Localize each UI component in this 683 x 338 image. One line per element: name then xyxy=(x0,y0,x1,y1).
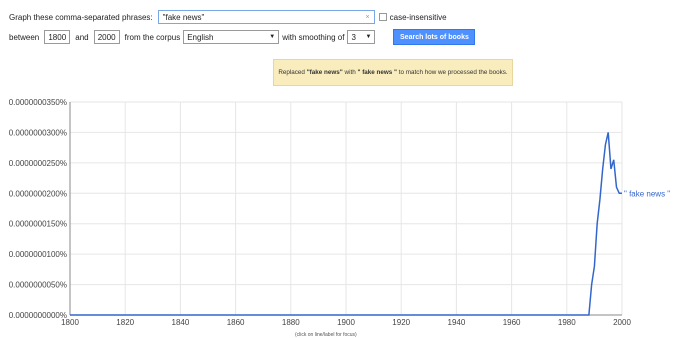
x-tick-label: 1900 xyxy=(337,318,355,327)
x-tick-label: 1840 xyxy=(172,318,190,327)
y-tick-label: 0.0000000050% xyxy=(9,281,67,290)
query-bar: Graph these comma-separated phrases: "fa… xyxy=(9,9,447,25)
focus-hint: (click on line/label for focus) xyxy=(295,332,357,338)
x-tick-label: 1920 xyxy=(392,318,410,327)
y-tick-label: 0.0000000350% xyxy=(9,98,67,107)
y-tick-label: 0.0000000200% xyxy=(9,189,67,198)
query-label: Graph these comma-separated phrases: xyxy=(9,12,153,22)
end-year-value: 2000 xyxy=(97,32,116,42)
notice-middle: with xyxy=(344,69,356,76)
replacement-notice: Replaced "fake news" with " fake news " … xyxy=(273,59,513,86)
y-tick-label: 0.0000000150% xyxy=(9,220,67,229)
series-line[interactable] xyxy=(70,132,622,316)
and-label: and xyxy=(75,32,89,42)
case-insensitive-checkbox[interactable] xyxy=(378,13,387,21)
y-tick-label: 0.0000000250% xyxy=(9,159,67,168)
clear-icon[interactable]: × xyxy=(365,13,370,21)
y-tick-label: 0.0000000000% xyxy=(9,311,67,320)
corpus-value: English xyxy=(187,32,214,42)
end-year-input[interactable]: 2000 xyxy=(93,30,120,44)
x-tick-label: 1880 xyxy=(282,318,300,327)
smoothing-select[interactable]: 3 ▼ xyxy=(347,30,376,44)
notice-replacement: " fake news " xyxy=(357,69,398,76)
smoothing-label: with smoothing of xyxy=(282,32,345,42)
chevron-down-icon: ▼ xyxy=(365,34,372,40)
y-tick-label: 0.0000000300% xyxy=(9,128,67,137)
corpus-label: from the corpus xyxy=(124,32,181,42)
x-tick-label: 1800 xyxy=(61,318,79,327)
x-tick-label: 1860 xyxy=(227,318,245,327)
notice-original: "fake news" xyxy=(306,69,343,76)
smoothing-value: 3 xyxy=(351,32,356,42)
search-button[interactable]: Search lots of books xyxy=(393,29,476,45)
corpus-select[interactable]: English ▼ xyxy=(183,30,280,44)
start-year-value: 1800 xyxy=(48,32,67,42)
series-label[interactable]: " fake news " xyxy=(624,189,670,198)
phrase-input[interactable]: "fake news" × xyxy=(157,10,375,24)
case-insensitive-label: case-insensitive xyxy=(389,12,447,22)
x-tick-label: 1980 xyxy=(558,318,576,327)
x-tick-label: 1960 xyxy=(503,318,521,327)
phrase-value: "fake news" xyxy=(162,12,205,22)
x-tick-label: 2000 xyxy=(613,318,631,327)
between-label: between xyxy=(9,32,40,42)
notice-suffix: to match how we processed the books. xyxy=(398,69,508,76)
y-tick-label: 0.0000000100% xyxy=(9,250,67,259)
x-tick-label: 1940 xyxy=(448,318,466,327)
range-bar: between 1800 and 2000 from the corpus En… xyxy=(9,29,476,45)
chevron-down-icon: ▼ xyxy=(269,34,276,40)
x-tick-label: 1820 xyxy=(116,318,134,327)
start-year-input[interactable]: 1800 xyxy=(44,30,71,44)
notice-prefix: Replaced xyxy=(278,69,305,76)
